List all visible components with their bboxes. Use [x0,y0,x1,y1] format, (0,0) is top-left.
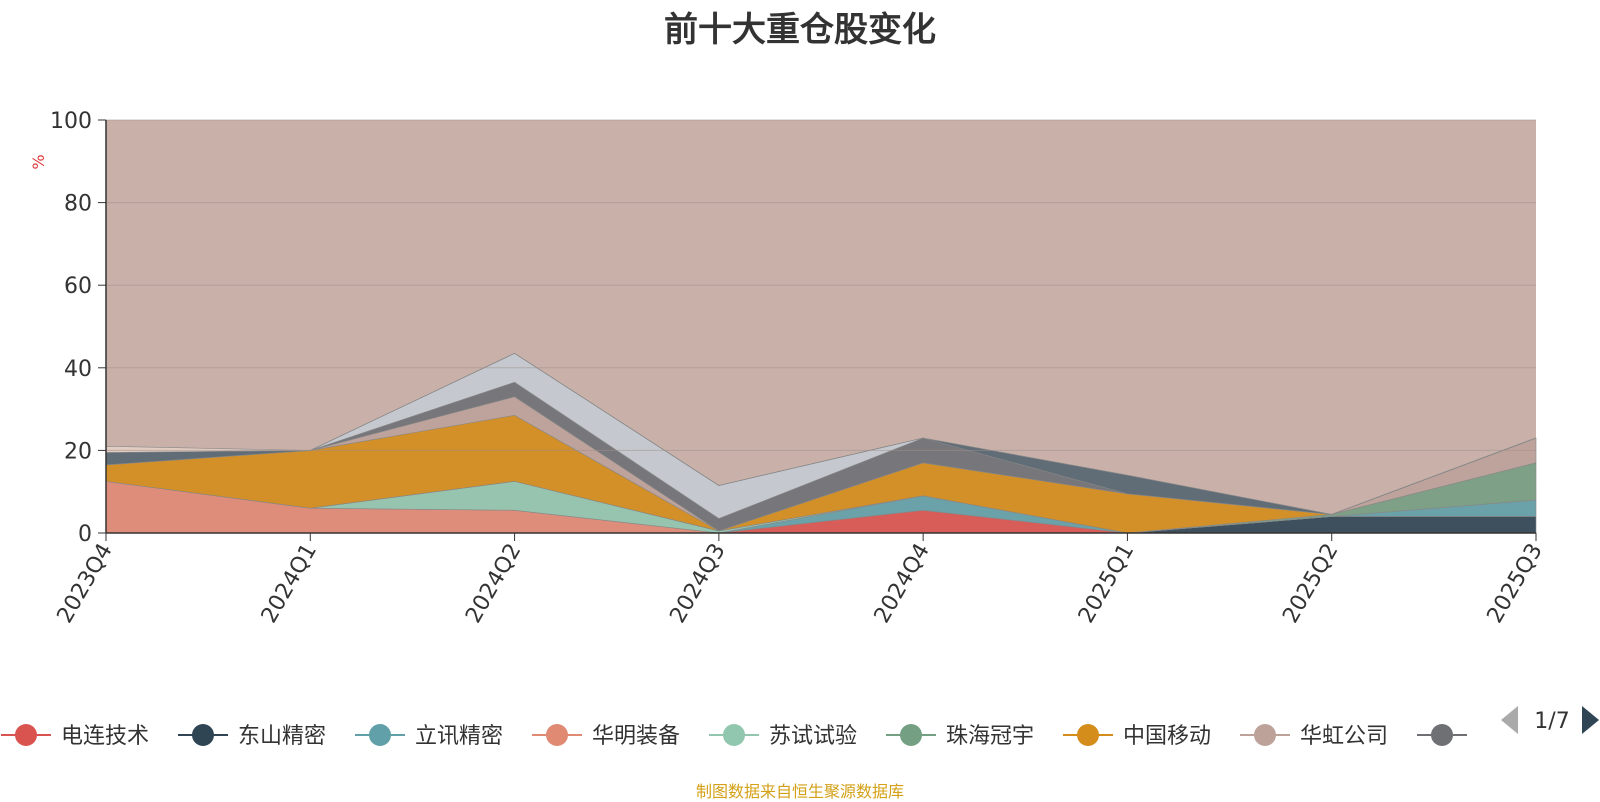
legend-marker [192,724,214,746]
source-note: 制图数据来自恒生聚源数据库 [695,782,904,801]
x-tick-label-6: 2025Q2 [1278,539,1343,627]
legend-label: 中国移动 [1123,724,1211,749]
x-tick-label-0: 2023Q4 [53,539,118,627]
legend-item-3[interactable]: 华明装备 [532,724,680,749]
legend-marker [15,724,37,746]
x-tick-label-1: 2024Q1 [257,539,322,627]
legend: 电连技术 东山精密 立讯精密 华明装备 苏试试验 珠海冠宇 中国移动 华虹公司 [1,724,1467,749]
x-tick-label-7: 2025Q3 [1483,539,1548,627]
legend-label: 电连技术 [61,724,149,749]
legend-pager: 1/7 [1501,706,1599,734]
legend-marker [1254,724,1276,746]
x-tick-label-5: 2025Q1 [1074,539,1139,627]
y-tick-label-3: 60 [64,274,92,299]
legend-marker [369,724,391,746]
legend-item-0[interactable]: 电连技术 [1,724,149,749]
legend-marker [1431,724,1453,746]
x-tick-label-3: 2024Q3 [665,539,730,627]
legend-item-4[interactable]: 苏试试验 [709,724,857,749]
area-layer [105,120,1537,534]
legend-label: 华虹公司 [1300,724,1388,749]
legend-item-6[interactable]: 中国移动 [1063,724,1211,749]
y-tick-label-5: 100 [50,109,92,134]
y-tick-label-0: 0 [78,522,92,547]
legend-label: 立讯精密 [415,724,503,749]
legend-next-page-icon[interactable] [1582,706,1599,734]
x-tick-label-4: 2024Q4 [870,539,935,627]
legend-item-7[interactable]: 华虹公司 [1240,724,1388,749]
area-series-11 [105,353,1537,515]
legend-marker [546,724,568,746]
y-tick-label-1: 20 [64,439,92,464]
y-axis-unit-label: % [29,154,48,169]
legend-item-8[interactable] [1417,724,1467,746]
legend-label: 华明装备 [592,724,680,749]
legend-marker [900,724,922,746]
y-tick-label-4: 80 [64,192,92,217]
legend-prev-page-icon[interactable] [1501,706,1518,734]
legend-label: 苏试试验 [769,724,857,749]
chart-title: 前十大重仓股变化 [664,10,936,50]
legend-item-1[interactable]: 东山精密 [178,724,326,749]
legend-item-2[interactable]: 立讯精密 [355,724,503,749]
legend-marker [1077,724,1099,746]
legend-marker [723,724,745,746]
legend-page-indicator: 1/7 [1534,709,1569,734]
legend-label: 珠海冠宇 [946,724,1034,749]
x-tick-label-2: 2024Q2 [461,539,526,627]
legend-label: 东山精密 [238,724,326,749]
legend-item-5[interactable]: 珠海冠宇 [886,724,1034,749]
y-tick-label-2: 40 [64,357,92,382]
